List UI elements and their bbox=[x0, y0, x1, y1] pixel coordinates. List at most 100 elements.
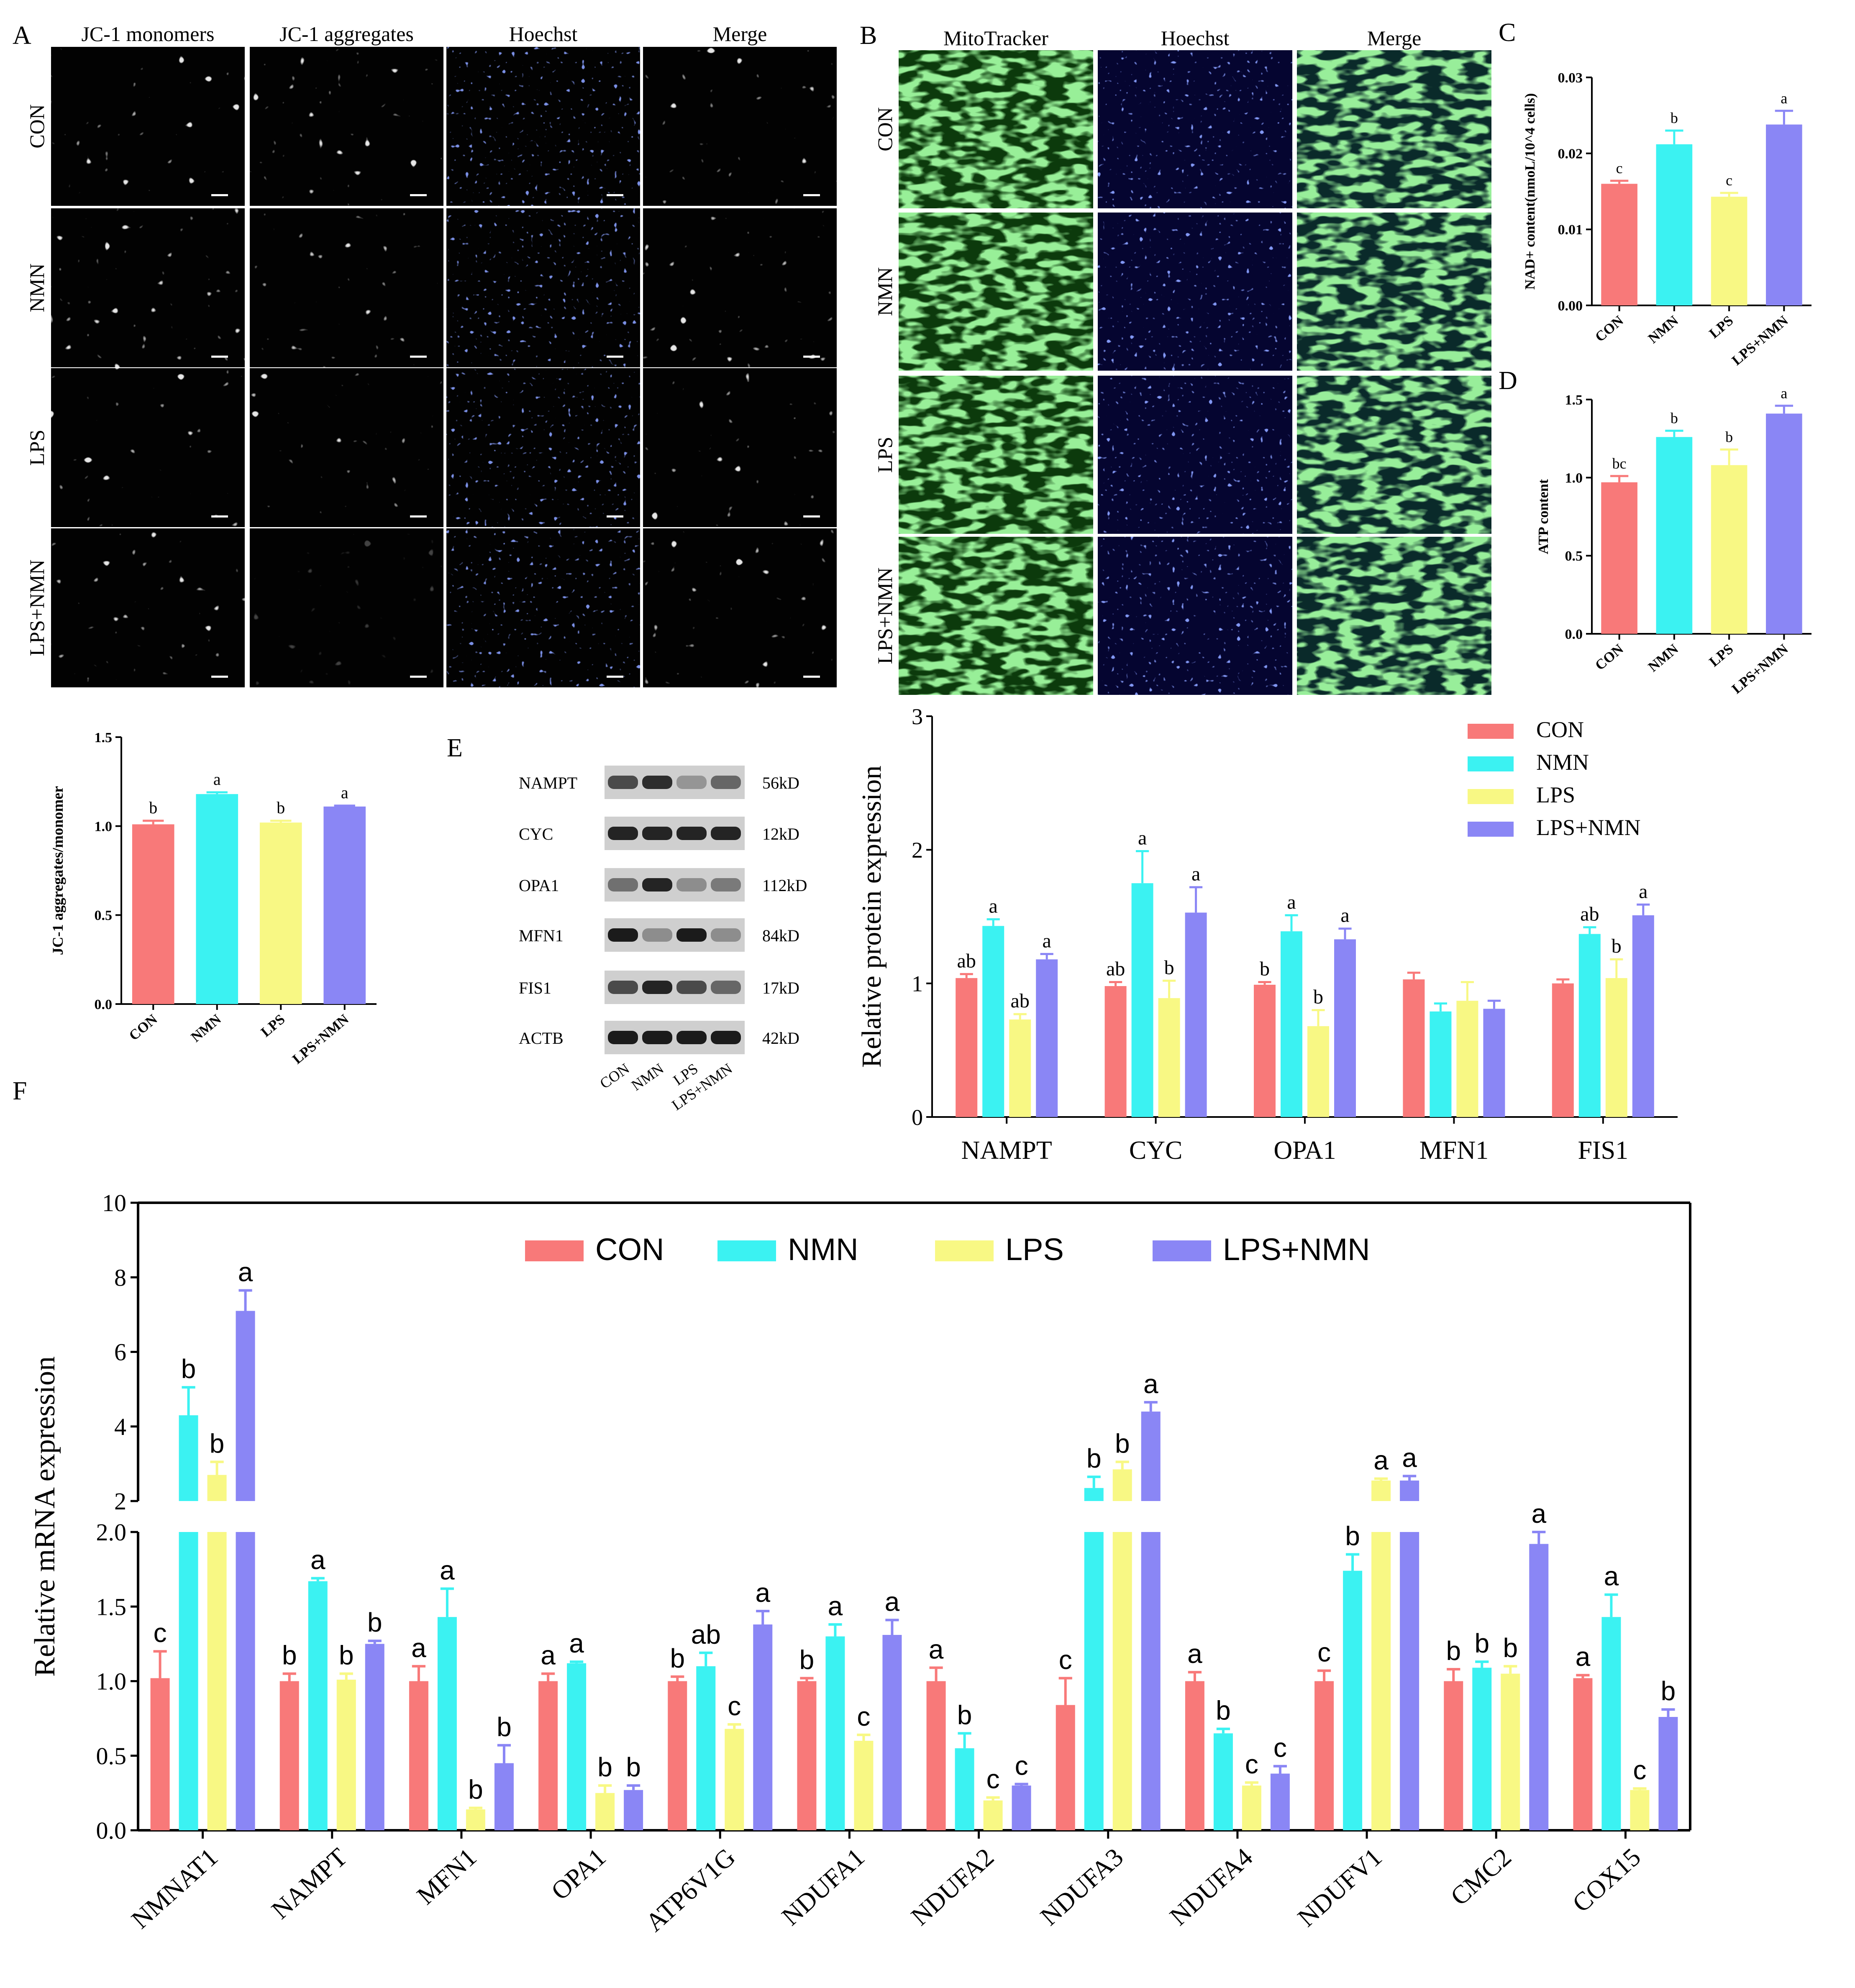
micrograph-b-1-0 bbox=[899, 213, 1093, 371]
micrograph-a-0-0 bbox=[51, 47, 245, 206]
bar-upper-lps-nmn-ndufa3 bbox=[1141, 1412, 1161, 1501]
significance-label: ab bbox=[1011, 990, 1030, 1012]
significance-label: b bbox=[210, 1428, 225, 1458]
x-tick-label-ndufa3: NDUFA3 bbox=[1035, 1843, 1129, 1931]
significance-label: b bbox=[149, 798, 157, 817]
bar-con bbox=[1601, 184, 1637, 305]
y-tick-label: 0.5 bbox=[96, 1742, 127, 1770]
significance-label: a bbox=[1138, 827, 1147, 849]
significance-label: c bbox=[1317, 1637, 1331, 1668]
scale-bar-icon bbox=[211, 356, 228, 358]
significance-label: ab bbox=[1106, 958, 1125, 980]
legend-swatch-lps bbox=[935, 1240, 994, 1261]
x-tick-label-nampt: NAMPT bbox=[961, 1136, 1052, 1165]
micrograph-a-3-0 bbox=[51, 528, 245, 687]
micrograph-cells bbox=[446, 528, 640, 687]
x-tick-label-fis1: FIS1 bbox=[1578, 1136, 1628, 1165]
micrograph-cells bbox=[899, 50, 1093, 208]
x-tick-label: LPS bbox=[258, 1012, 288, 1040]
significance-label: a bbox=[1187, 1639, 1202, 1669]
x-tick-label-opa1: OPA1 bbox=[546, 1843, 611, 1906]
scale-bar-icon bbox=[607, 515, 623, 517]
x-tick-label: LPS+NMN bbox=[1729, 641, 1791, 697]
micrograph-cells bbox=[250, 47, 443, 206]
micrograph-cells bbox=[51, 528, 245, 687]
bar-con bbox=[132, 824, 174, 1004]
panel-letter-e: E bbox=[447, 734, 463, 762]
micrograph-cells bbox=[1297, 213, 1491, 371]
legend-swatch-con bbox=[1468, 724, 1514, 739]
significance-label: a bbox=[1576, 1642, 1591, 1672]
blot-kd-fis1: 17kD bbox=[762, 979, 799, 997]
bar-nmn bbox=[1656, 437, 1693, 634]
bar-lps-nmn-cmc2 bbox=[1529, 1544, 1549, 1830]
y-axis-title: JC-1 aggregates/monomer bbox=[49, 786, 66, 955]
significance-label: a bbox=[341, 783, 348, 802]
significance-label: bc bbox=[1612, 455, 1627, 472]
legend-label-lps: LPS bbox=[1005, 1232, 1064, 1267]
legend-label-lps-nmn: LPS+NMN bbox=[1223, 1232, 1370, 1267]
x-tick-label: LPS+NMN bbox=[1729, 313, 1791, 369]
y-tick-label: 8 bbox=[114, 1264, 126, 1291]
micrograph-a-1-3 bbox=[643, 208, 837, 367]
bar-con-cmc2 bbox=[1444, 1681, 1463, 1830]
micrograph-cells bbox=[643, 528, 837, 687]
x-tick-label: CON bbox=[1592, 313, 1627, 345]
panel-a-column-jc-1-aggregates: JC-1 aggregates bbox=[279, 22, 414, 46]
bar-lps-mfn1 bbox=[466, 1809, 485, 1830]
y-axis-title: Relative mRNA expression bbox=[29, 1356, 61, 1677]
y-tick-label: 4 bbox=[114, 1413, 126, 1440]
significance-label: b bbox=[1474, 1628, 1489, 1658]
bar-lps-opa1 bbox=[595, 1793, 615, 1830]
bar-lps-mfn1 bbox=[1456, 1001, 1478, 1117]
bar-nmn-ndufa1 bbox=[825, 1636, 845, 1830]
bar-upper-lps-ndufv1 bbox=[1371, 1480, 1391, 1501]
y-tick-label: 0.5 bbox=[1565, 548, 1583, 564]
significance-label: b bbox=[1671, 410, 1678, 427]
micrograph-b-2-0 bbox=[899, 376, 1093, 534]
bar-lower-lps-nmn-nmnat1 bbox=[236, 1532, 255, 1830]
micrograph-a-0-3 bbox=[643, 47, 837, 206]
bar-nmn bbox=[196, 794, 238, 1004]
bar-con-nmnat1 bbox=[150, 1678, 170, 1830]
bar-lps-atp6v1g bbox=[725, 1729, 744, 1830]
blot-band bbox=[608, 827, 638, 840]
significance-label: c bbox=[154, 1618, 167, 1648]
y-axis-title: Relative protein expression bbox=[856, 766, 887, 1068]
micrograph-cells bbox=[1297, 50, 1491, 208]
x-tick-label-opa1: OPA1 bbox=[1273, 1136, 1336, 1165]
bar-lower-lps-nmn-ndufa3 bbox=[1141, 1532, 1161, 1830]
blot-kd-opa1: 112kD bbox=[762, 876, 807, 895]
bar-lps-nmn bbox=[323, 806, 366, 1004]
y-tick-label: 1.5 bbox=[96, 1593, 127, 1620]
x-tick-label-mfn1: MFN1 bbox=[412, 1843, 482, 1910]
bar-lps-cyc bbox=[1158, 998, 1180, 1117]
significance-label: c bbox=[1245, 1749, 1258, 1779]
legend-label-con: CON bbox=[595, 1232, 664, 1267]
bar-lps-nmn-opa1 bbox=[624, 1790, 643, 1830]
micrograph-b-0-2 bbox=[1297, 50, 1491, 208]
micrograph-a-3-2 bbox=[446, 528, 640, 687]
y-tick-label: 0.5 bbox=[95, 908, 113, 923]
micrograph-a-0-1 bbox=[250, 47, 443, 206]
significance-label: a bbox=[1143, 1369, 1158, 1399]
scale-bar-icon bbox=[410, 515, 427, 517]
blot-band bbox=[711, 928, 741, 942]
y-tick-label: 3 bbox=[912, 704, 923, 729]
significance-label: b bbox=[1086, 1443, 1102, 1473]
bar-lps-fis1 bbox=[1605, 978, 1627, 1117]
y-tick-label: 0.0 bbox=[95, 997, 113, 1012]
blot-band bbox=[608, 878, 638, 892]
panel-letter-c: C bbox=[1499, 18, 1516, 47]
bar-lps-nmn-mfn1 bbox=[1483, 1009, 1505, 1117]
x-tick-label: LPS bbox=[1706, 313, 1737, 341]
scale-bar-icon bbox=[607, 676, 623, 678]
significance-label: b bbox=[1612, 935, 1622, 957]
significance-label: a bbox=[569, 1628, 584, 1658]
micrograph-cells bbox=[1098, 50, 1292, 208]
legend-swatch-nmn bbox=[1468, 756, 1514, 771]
significance-label: a bbox=[1781, 90, 1787, 107]
significance-label: a bbox=[1191, 863, 1200, 885]
micrograph-cells bbox=[643, 208, 837, 367]
y-tick-label: 0.00 bbox=[1558, 298, 1583, 314]
